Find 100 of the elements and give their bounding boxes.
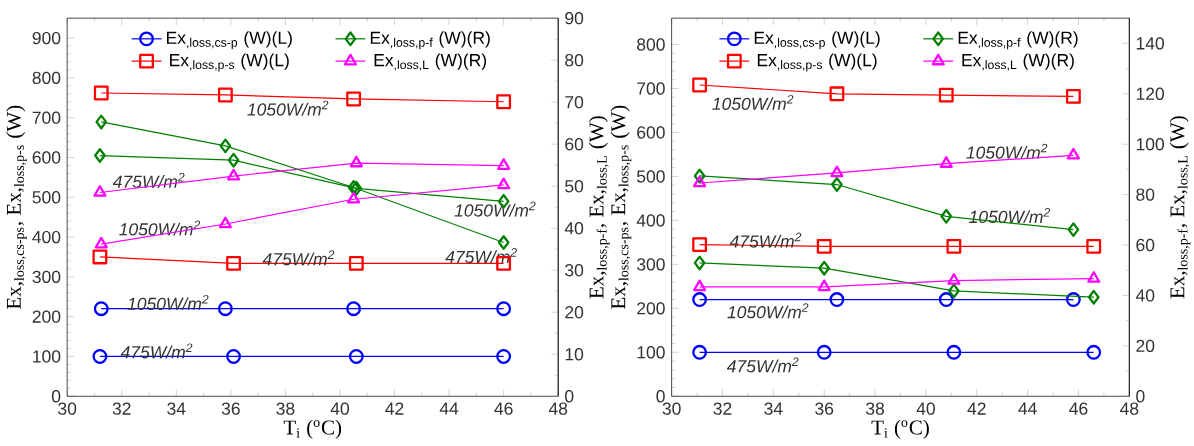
point [496,301,512,317]
point [831,177,843,192]
point [693,255,706,271]
point [348,255,364,271]
y-tick-label: 0 [51,390,61,403]
y2-tick-label: 30 [565,264,584,277]
annotation: 1050W/m$^{2}$ [247,100,329,116]
x-axis-title: T$_{i}$ ($^{o}$C) [283,419,342,439]
point [219,138,232,154]
y2-tick-label: 40 [564,222,584,235]
y-tick-label: 200 [637,302,665,315]
point [218,216,232,229]
point [217,87,233,103]
point [692,237,708,253]
y2-tick-label: 120 [1136,87,1165,100]
y2-tick-label: 60 [1136,238,1155,252]
y-tick-label: 500 [637,170,665,183]
x-tick-label: 38 [276,402,295,415]
y-tick-label: 200 [32,310,61,323]
x-tick-label: 36 [221,402,240,415]
annotation: 1050W/m$^{2}$ [712,94,794,111]
legend-label: Ex$_{,loss,cs-p}$ (W)(L) [754,31,880,50]
legend-label: Ex$_{,loss,L}$ (W)(R) [962,53,1074,71]
annotation: 475W/m$^{2}$ [729,232,802,248]
y2-tick-label: 20 [1136,339,1155,353]
x-tick-label: 40 [330,402,350,415]
point [1065,292,1081,307]
y2-tick-label: 60 [565,138,584,151]
point [93,301,109,317]
point [692,292,708,307]
y-tick-label: 900 [32,31,61,45]
annotation: 1050W/m$^{2}$ [119,220,201,236]
point [938,87,954,103]
point [226,349,242,364]
y-tick-label: 700 [32,111,61,124]
point [1086,344,1102,360]
y-tick-label: 600 [637,126,665,139]
point [346,301,362,317]
annotation: 1050W/m$^{2}$ [454,201,536,217]
y2-tick-label: 80 [565,53,584,67]
legend-label: Ex$_{,loss,cs-p}$ (W)(L) [167,31,292,50]
x-tick-label: 30 [58,402,77,415]
annotation: 1050W/m$^{2}$ [966,143,1048,159]
point [92,349,108,364]
point [940,208,953,224]
point [349,155,363,168]
point [829,86,845,102]
y-tick-label: 400 [32,230,61,244]
y-tick-label: 800 [637,38,665,51]
y-tick-label: 300 [32,270,61,284]
point [1065,89,1081,104]
y-tick-label: 100 [637,346,665,359]
annotation: 475W/m$^{2}$ [726,357,799,373]
point [93,185,107,197]
x-tick-label: 42 [385,402,404,415]
y2-tick-label: 90 [565,11,584,25]
y2-axis-title: Ex,$_{loss,p-f}$, Ex,$_{loss,L}$ (W) [1169,116,1191,299]
y2-tick-label: 40 [1135,289,1155,302]
annotation: 475W/m$^{2}$ [262,250,335,266]
point [1087,271,1101,283]
x-tick-label: 44 [1018,402,1037,415]
point [217,301,233,317]
y-tick-label: 0 [656,390,665,403]
point [346,91,362,107]
x-tick-label: 44 [439,402,459,415]
annotation: 1050W/m$^{2}$ [127,294,209,311]
point [817,279,831,292]
point [348,349,364,364]
point [693,175,707,188]
point [496,349,512,364]
x-axis-title: T$_{i}$ ($^{o}$C) [871,419,929,439]
point [497,158,511,170]
point [1086,238,1102,254]
x-tick-label: 42 [967,402,986,415]
x-tick-label: 30 [662,402,681,415]
y-tick-label: 500 [32,191,61,204]
point [94,148,106,163]
y2-axis-title: Ex,$_{loss,p-f}$, Ex,$_{loss,L}$ (W) [588,116,610,299]
point [496,94,512,110]
point [829,292,845,307]
point [947,273,961,285]
annotation: 1050W/m$^{2}$ [727,303,809,319]
point [92,249,108,265]
y-tick-label: 300 [636,258,665,271]
y-tick-label: 600 [32,151,61,164]
point [497,235,510,250]
point [816,238,832,254]
point [693,168,706,184]
annotation: 475W/m$^{2}$ [120,343,193,359]
point [693,279,707,292]
y-tick-label: 400 [636,214,665,227]
x-tick-label: 46 [494,402,513,415]
y2-tick-label: 0 [1136,390,1145,403]
x-tick-label: 34 [167,402,186,415]
annotation: 475W/m$^{2}$ [112,172,185,188]
point [497,177,511,190]
x-tick-label: 48 [548,402,568,415]
x-tick-label: 36 [815,402,834,415]
point [94,236,108,249]
x-tick-label: 40 [916,402,935,415]
